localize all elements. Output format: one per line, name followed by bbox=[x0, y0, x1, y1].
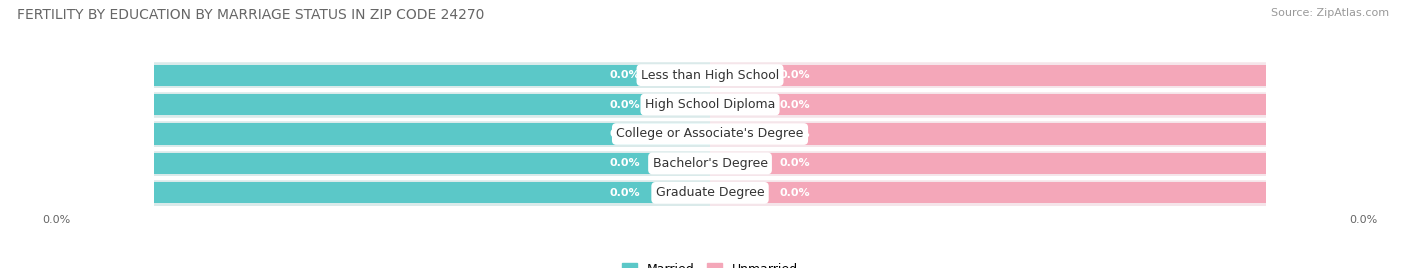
Bar bbox=[155, 121, 710, 147]
Bar bbox=[155, 92, 710, 118]
Text: FERTILITY BY EDUCATION BY MARRIAGE STATUS IN ZIP CODE 24270: FERTILITY BY EDUCATION BY MARRIAGE STATU… bbox=[17, 8, 484, 22]
Text: 0.0%: 0.0% bbox=[610, 158, 640, 168]
Legend: Married, Unmarried: Married, Unmarried bbox=[617, 258, 803, 268]
Text: 0.0%: 0.0% bbox=[780, 100, 810, 110]
Text: 0.0%: 0.0% bbox=[780, 70, 810, 80]
Bar bbox=[710, 123, 1265, 145]
Bar bbox=[155, 153, 710, 174]
Bar bbox=[155, 62, 710, 88]
Bar bbox=[155, 180, 710, 206]
Text: Source: ZipAtlas.com: Source: ZipAtlas.com bbox=[1271, 8, 1389, 18]
Bar bbox=[710, 182, 1265, 203]
Text: 0.0%: 0.0% bbox=[780, 129, 810, 139]
Text: 0.0%: 0.0% bbox=[610, 188, 640, 198]
Bar bbox=[710, 92, 1265, 118]
Text: College or Associate's Degree: College or Associate's Degree bbox=[616, 128, 804, 140]
Bar bbox=[155, 94, 710, 115]
Bar bbox=[710, 153, 1265, 174]
Text: Less than High School: Less than High School bbox=[641, 69, 779, 82]
Bar bbox=[155, 65, 710, 86]
Text: 0.0%: 0.0% bbox=[780, 158, 810, 168]
Text: Graduate Degree: Graduate Degree bbox=[655, 186, 765, 199]
Text: 0.0%: 0.0% bbox=[610, 70, 640, 80]
Bar bbox=[710, 180, 1265, 206]
Bar bbox=[155, 182, 710, 203]
Text: 0.0%: 0.0% bbox=[610, 129, 640, 139]
Bar bbox=[710, 150, 1265, 176]
Bar bbox=[710, 65, 1265, 86]
Bar bbox=[710, 62, 1265, 88]
Bar bbox=[155, 150, 710, 176]
Text: Bachelor's Degree: Bachelor's Degree bbox=[652, 157, 768, 170]
Bar bbox=[710, 121, 1265, 147]
Bar bbox=[710, 94, 1265, 115]
Text: High School Diploma: High School Diploma bbox=[645, 98, 775, 111]
Text: 0.0%: 0.0% bbox=[780, 188, 810, 198]
Bar bbox=[155, 123, 710, 145]
Text: 0.0%: 0.0% bbox=[610, 100, 640, 110]
